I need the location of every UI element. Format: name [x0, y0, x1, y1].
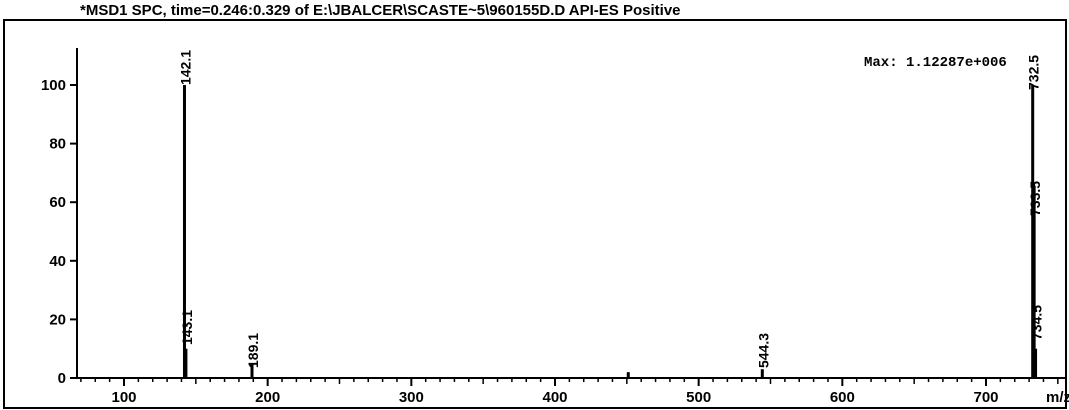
chart-title: *MSD1 SPC, time=0.246:0.329 of E:\JBALCE…: [80, 2, 681, 19]
x-tick-label: 400: [542, 389, 567, 406]
x-tick-label: 700: [973, 389, 998, 406]
peak-label: 189.1: [245, 333, 261, 368]
peak-label: 732.5: [1026, 55, 1042, 90]
y-tick-label: 40: [49, 253, 66, 270]
x-tick-label: 600: [830, 389, 855, 406]
peak-label: 544.3: [755, 333, 771, 368]
y-tick-label: 20: [49, 311, 66, 328]
x-ticks: 100 200 300 400 500 600 700: [80, 378, 1059, 406]
peak-label: 733.5: [1027, 181, 1043, 216]
peak-label: 142.1: [177, 50, 193, 85]
peak-label: 143.1: [179, 310, 195, 345]
y-tick-label: 100: [41, 77, 66, 94]
plot-frame: [3, 19, 1067, 409]
y-tick-label: 0: [58, 370, 66, 387]
y-tick-label: 80: [49, 136, 66, 153]
x-tick-label: 100: [111, 389, 136, 406]
x-tick-label: 300: [399, 389, 424, 406]
max-intensity-label: Max: 1.12287e+006: [864, 55, 1007, 71]
x-tick-label: 200: [255, 389, 280, 406]
y-tick-label: 60: [49, 194, 66, 211]
x-tick-label: 500: [686, 389, 711, 406]
peaks: 142.1 143.1 189.1 544.3 732.5 733.5 734.5: [177, 50, 1045, 378]
x-axis-label: m/z: [1046, 389, 1069, 406]
y-ticks: 0 20 40 60 80 100: [41, 77, 77, 387]
peak-label: 734.5: [1029, 305, 1045, 340]
